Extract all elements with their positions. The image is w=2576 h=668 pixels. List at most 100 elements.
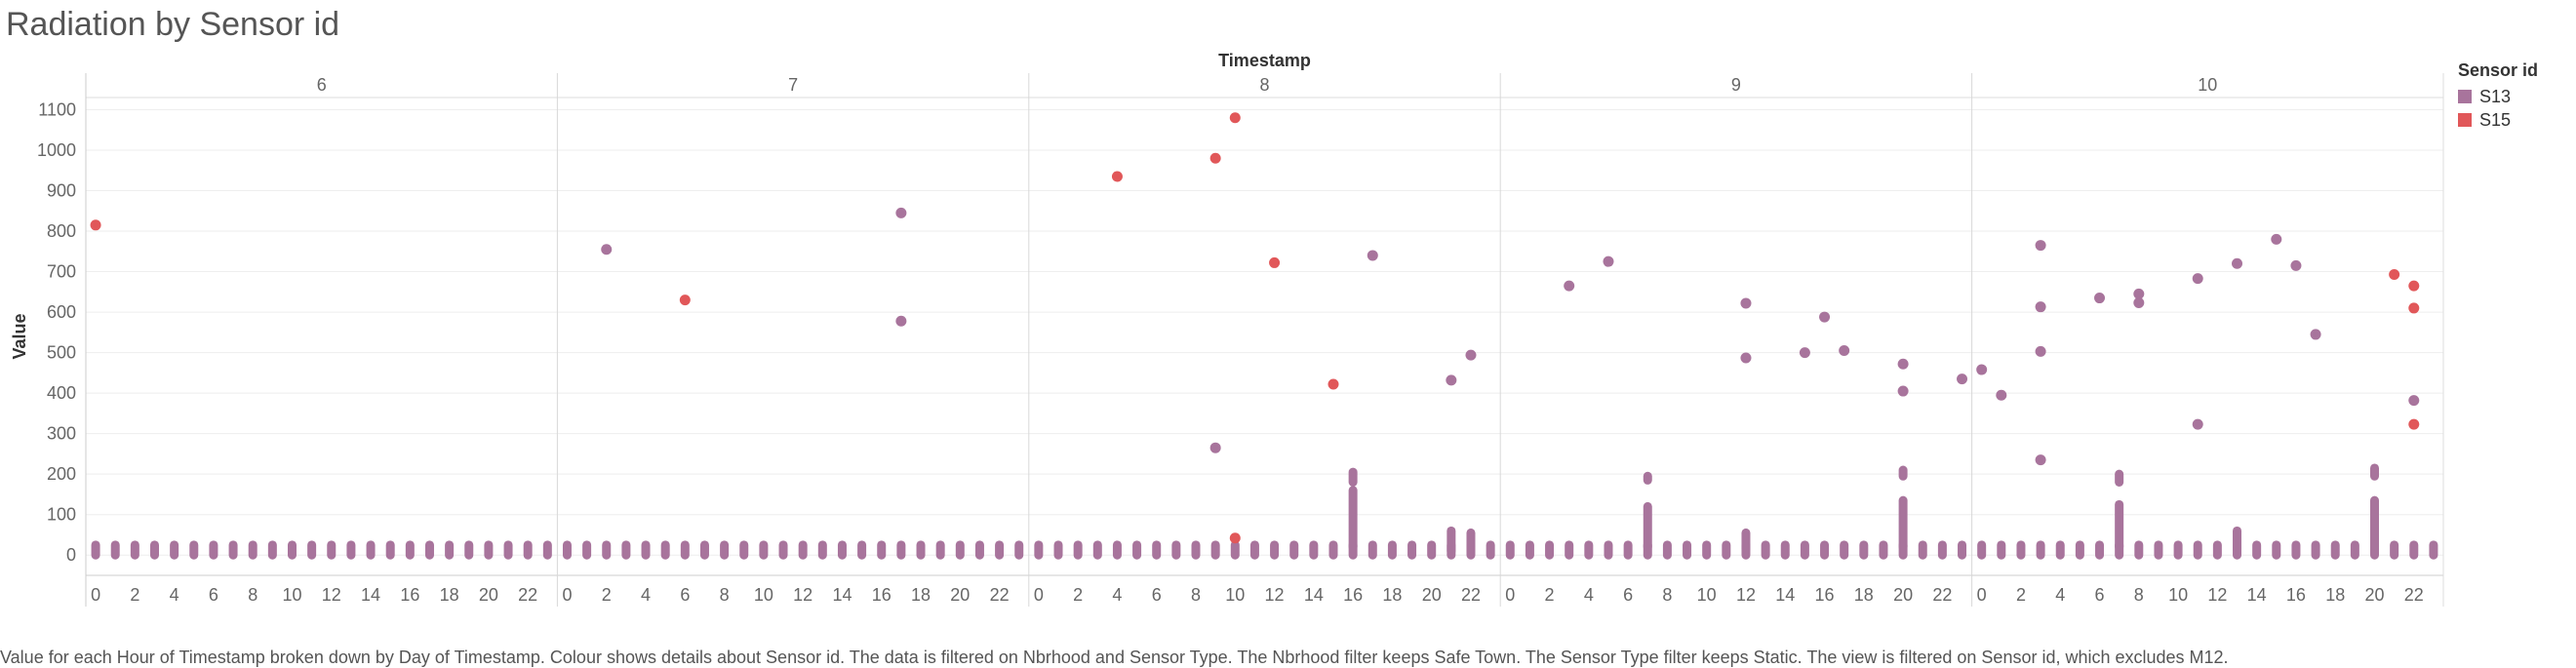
panel-frames [85, 73, 2444, 607]
data-point-s13 [2094, 293, 2106, 304]
y-tick-label: 1000 [37, 140, 76, 160]
x-tick-label: 12 [793, 585, 812, 605]
data-point-s13 [1897, 358, 1909, 370]
x-tick-label: 22 [518, 585, 537, 605]
x-tick-label: 18 [440, 585, 459, 605]
data-point-s13 [1564, 280, 1575, 292]
data-point-s13 [895, 207, 907, 218]
data-point-s15 [2408, 280, 2420, 292]
y-tick-label: 1100 [38, 99, 76, 119]
x-tick-label: 2 [130, 585, 139, 605]
legend-swatch-s13 [2458, 90, 2472, 103]
x-tick-label: 10 [1225, 585, 1245, 605]
x-tick-label: 0 [1034, 585, 1044, 605]
x-tick-label: 14 [361, 585, 380, 605]
x-tick-label: 10 [754, 585, 773, 605]
x-tick-label: 16 [1815, 585, 1835, 605]
x-tick-label: 12 [1265, 585, 1285, 605]
data-point-s13 [2192, 418, 2203, 430]
x-tick-label: 6 [209, 585, 218, 605]
data-point-s15 [1209, 152, 1221, 164]
legend-label-s13: S13 [2479, 86, 2512, 106]
data-point-s15 [1229, 112, 1241, 124]
data-point-s13 [2290, 259, 2302, 271]
legend-title: Sensor id [2458, 60, 2539, 80]
data-point-s13 [2408, 395, 2420, 407]
data-point-s15 [1229, 532, 1241, 544]
chart-title: Radiation by Sensor id [6, 6, 340, 43]
legend-label-s15: S15 [2479, 109, 2512, 130]
x-tick-label: 0 [91, 585, 100, 605]
data-point-s13 [1799, 347, 1810, 359]
data-point-s13 [2035, 454, 2046, 466]
x-tick-label: 12 [2207, 585, 2227, 605]
data-point-s13 [1603, 255, 1614, 267]
data-point-s13 [2035, 301, 2046, 313]
x-tick-label: 22 [2404, 585, 2424, 605]
data-point-s13 [2310, 329, 2321, 340]
legend-item-s15[interactable]: S15 [2458, 108, 2538, 132]
legend: Sensor id S13 S15 [2458, 60, 2538, 132]
x-tick-label: 8 [1662, 585, 1672, 605]
x-tick-label: 20 [1893, 585, 1913, 605]
x-tick-label: 10 [1697, 585, 1717, 605]
x-tick-label: 6 [1623, 585, 1633, 605]
data-point-s13 [1367, 250, 1378, 261]
x-tick-label: 20 [950, 585, 970, 605]
x-tick-label: 4 [1112, 585, 1122, 605]
x-tick-label: 6 [1152, 585, 1162, 605]
data-point-s13 [1446, 374, 1457, 386]
data-point-s13 [601, 244, 613, 255]
x-tick-label: 2 [1545, 585, 1555, 605]
caption: Value for each Hour of Timestamp broken … [0, 648, 2229, 667]
x-tick-label: 2 [602, 585, 612, 605]
data-point-s13 [2133, 288, 2145, 299]
data-point-s15 [1111, 171, 1123, 182]
y-tick-label: 500 [47, 343, 76, 363]
column-header: Timestamp [1218, 51, 1311, 70]
x-tick-label: 4 [170, 585, 179, 605]
x-tick-label: 10 [2168, 585, 2188, 605]
data-point-s13 [1976, 364, 1988, 375]
day-header: 7 [788, 75, 798, 95]
data-point-s13 [1957, 373, 1968, 385]
y-axis-title: Value [10, 313, 29, 359]
y-tick-label: 0 [66, 545, 76, 565]
x-tick-label: 14 [1304, 585, 1324, 605]
data-point-s13 [2232, 257, 2243, 269]
data-point-s13 [1740, 297, 1752, 309]
y-tick-label: 600 [47, 302, 76, 322]
data-point-s13 [1209, 442, 1221, 453]
x-tick-label: 6 [2095, 585, 2105, 605]
x-tick-label: 14 [2247, 585, 2267, 605]
x-tick-label: 16 [2286, 585, 2306, 605]
x-tick-label: 8 [720, 585, 730, 605]
data-point-s15 [2389, 268, 2400, 280]
x-tick-label: 4 [1584, 585, 1594, 605]
x-tick-label: 14 [832, 585, 852, 605]
x-tick-label: 18 [911, 585, 931, 605]
legend-swatch-s15 [2458, 113, 2472, 127]
legend-item-s13[interactable]: S13 [2458, 85, 2538, 108]
day-header: 6 [317, 75, 327, 95]
data-point-s15 [679, 295, 691, 306]
data-point-s15 [90, 219, 101, 231]
x-tick-label: 12 [322, 585, 341, 605]
data-point-s13 [1996, 389, 2007, 401]
data-point-s13 [895, 315, 907, 327]
x-tick-label: 4 [641, 585, 651, 605]
x-tick-label: 8 [1191, 585, 1201, 605]
data-point-s13 [2035, 345, 2046, 357]
y-tick-label: 800 [47, 221, 76, 241]
x-tick-label: 22 [1461, 585, 1481, 605]
data-marks [90, 112, 2438, 560]
data-point-s13 [2192, 273, 2203, 285]
x-tick-label: 2 [1073, 585, 1083, 605]
x-tick-label: 16 [872, 585, 892, 605]
x-tick-label: 22 [1932, 585, 1952, 605]
x-tick-label: 10 [282, 585, 301, 605]
day-header: 9 [1731, 75, 1741, 95]
x-tick-label: 12 [1736, 585, 1756, 605]
y-tick-label: 100 [47, 505, 76, 525]
data-point-s13 [1465, 349, 1477, 361]
